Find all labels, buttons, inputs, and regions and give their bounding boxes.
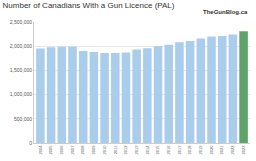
svg-text:2011: 2011 bbox=[113, 145, 118, 154]
svg-text:2014: 2014 bbox=[145, 145, 150, 155]
svg-text:2010: 2010 bbox=[102, 145, 107, 155]
svg-text:2006: 2006 bbox=[59, 145, 64, 155]
svg-text:2019: 2019 bbox=[198, 145, 203, 155]
svg-text:2023: 2023 bbox=[241, 145, 246, 155]
svg-text:2005: 2005 bbox=[48, 145, 53, 155]
svg-text:2013: 2013 bbox=[134, 145, 139, 155]
svg-text:Number of Canadians With a Gun: Number of Canadians With a Gun Licence (… bbox=[3, 1, 175, 10]
svg-text:2015: 2015 bbox=[155, 145, 160, 155]
svg-text:2021: 2021 bbox=[220, 145, 225, 155]
svg-text:0: 0 bbox=[29, 140, 32, 146]
svg-text:2017: 2017 bbox=[177, 145, 182, 155]
svg-text:2022: 2022 bbox=[230, 145, 235, 155]
svg-text:2009: 2009 bbox=[91, 145, 96, 155]
svg-text:1,500,000: 1,500,000 bbox=[10, 67, 32, 73]
svg-text:2,500,000: 2,500,000 bbox=[10, 19, 32, 25]
svg-text:500,000: 500,000 bbox=[14, 116, 32, 122]
svg-text:1,000,000: 1,000,000 bbox=[10, 91, 32, 97]
svg-text:2016: 2016 bbox=[166, 145, 171, 155]
svg-text:2007: 2007 bbox=[70, 145, 75, 155]
svg-text:2008: 2008 bbox=[80, 145, 85, 155]
svg-text:2012: 2012 bbox=[123, 145, 128, 155]
svg-text:2,000,000: 2,000,000 bbox=[10, 43, 32, 49]
svg-text:2020: 2020 bbox=[209, 145, 214, 155]
svg-text:2004: 2004 bbox=[38, 145, 43, 155]
svg-text:2018: 2018 bbox=[187, 145, 192, 155]
svg-text:TheGunBlog.ca: TheGunBlog.ca bbox=[203, 9, 248, 15]
